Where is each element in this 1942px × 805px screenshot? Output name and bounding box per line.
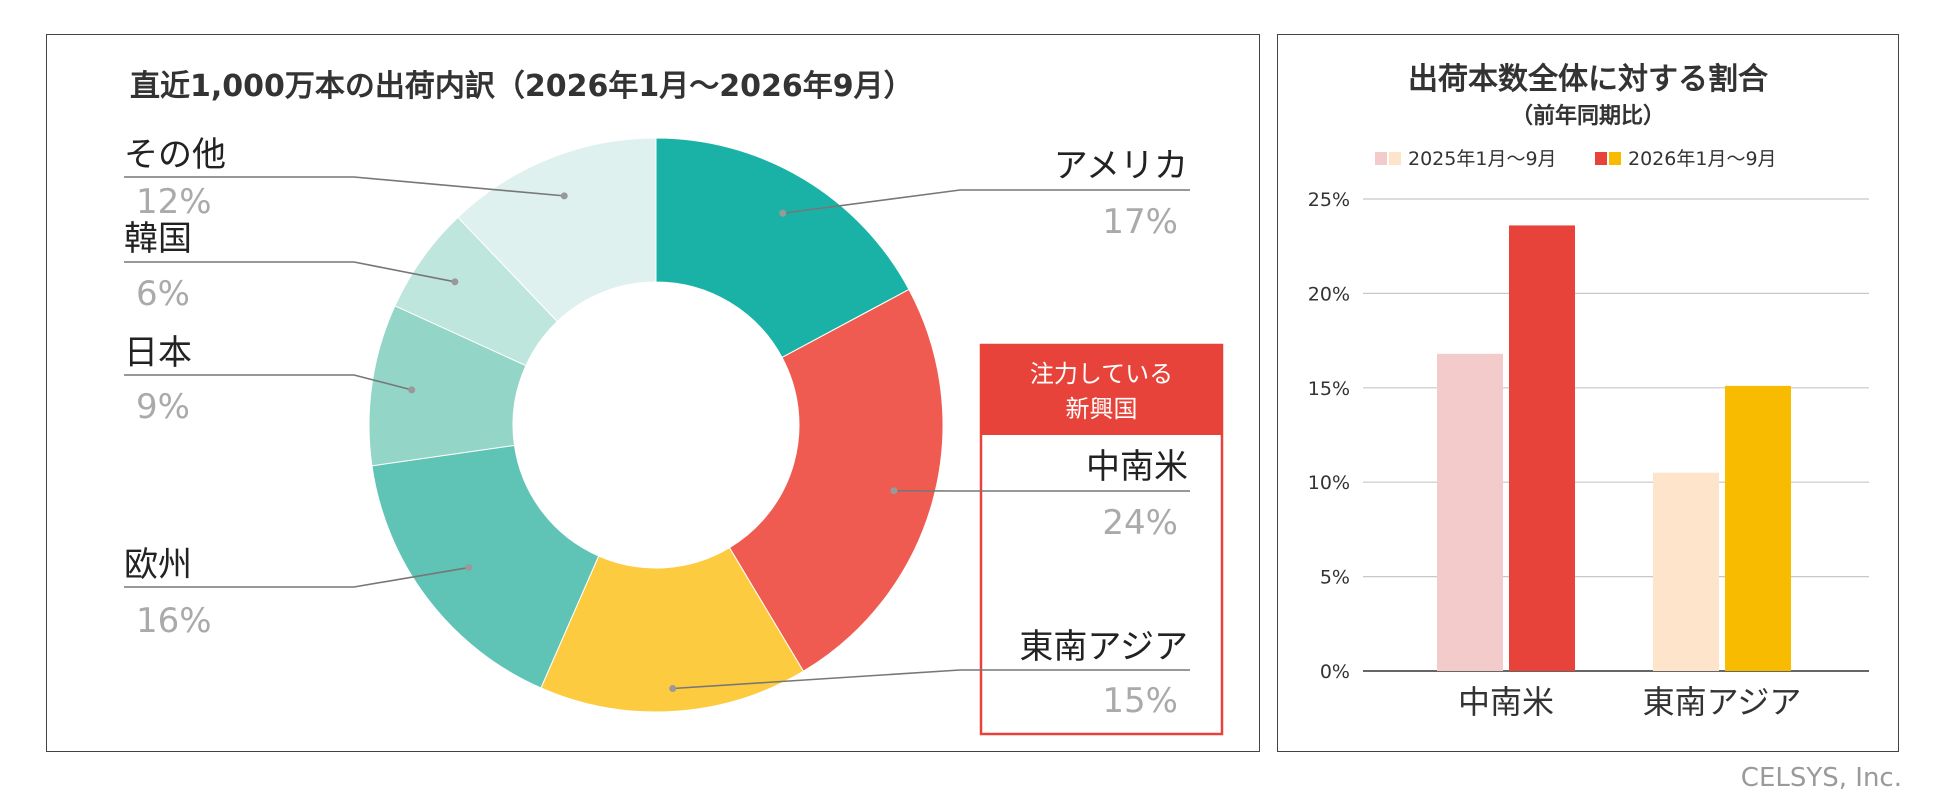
donut-chart-title: 直近1,000万本の出荷内訳（2026年1月～2026年9月） [130,69,914,104]
leader-dot-4 [408,386,416,394]
leader-dot-1 [890,487,898,495]
donut-slice-2 [540,547,805,713]
leader-line-2 [672,669,1190,690]
legend-swatch-0-b [1389,152,1401,165]
leader-dot-2 [669,685,677,693]
highlight-label-line2: 新興国 [1066,395,1138,423]
leader-dot-0 [779,209,787,217]
slice-label-5: 韓国 [124,219,192,259]
credit-text: CELSYS, Inc. [1740,763,1902,793]
slice-percent-5: 6% [136,274,190,314]
legend-label-1: 2026年1月～9月 [1628,148,1777,170]
legend-swatch-1-b [1609,152,1621,165]
leader-dot-3 [465,564,473,572]
legend-swatch-1-a [1595,152,1607,165]
bar-0-1 [1509,225,1575,671]
legend-label-0: 2025年1月～9月 [1408,148,1557,170]
bar-chart-title: 出荷本数全体に対する割合 [1408,62,1768,97]
slice-percent-1: 24% [1102,503,1178,543]
bar-0-0 [1437,353,1503,671]
donut-slice-1 [728,288,944,672]
leader-line-3 [124,566,469,588]
slice-label-3: 欧州 [124,545,192,585]
leader-dot-6 [560,192,568,200]
y-tick-label-3: 15% [1308,378,1350,400]
x-category-label-1: 東南アジア [1643,683,1802,721]
leader-dot-5 [451,278,459,286]
donut-slice-3 [371,444,600,689]
y-tick-label-0: 0% [1320,661,1350,683]
x-category-label-0: 中南米 [1458,683,1554,721]
slice-label-6: その他 [124,135,226,175]
slice-label-1: 中南米 [1086,447,1188,487]
slice-percent-4: 9% [136,387,190,427]
slice-percent-6: 12% [136,182,212,222]
bar-1-1 [1725,385,1791,671]
slice-label-4: 日本 [124,333,192,373]
y-tick-label-1: 5% [1320,567,1350,589]
y-tick-label-4: 20% [1308,283,1350,305]
bar-1-0 [1653,472,1719,671]
legend-swatch-0-a [1375,152,1387,165]
y-tick-label-5: 25% [1308,189,1350,211]
leader-line-0 [782,189,1190,215]
leader-line-5 [124,261,456,283]
slice-percent-3: 16% [136,601,212,641]
leader-line-4 [124,374,412,391]
slice-percent-0: 17% [1102,202,1178,242]
slice-percent-2: 15% [1102,681,1178,721]
leader-line-6 [124,176,565,197]
slice-label-0: アメリカ [1054,146,1188,186]
bar-chart-subtitle: （前年同期比） [1511,103,1665,129]
highlight-label-line1: 注力している [1030,360,1173,388]
donut-slice-0 [655,137,910,359]
slice-label-2: 東南アジア [1019,627,1188,667]
y-tick-label-2: 10% [1308,472,1350,494]
highlight-box-header [981,345,1222,435]
donut-slice-6 [457,137,657,323]
